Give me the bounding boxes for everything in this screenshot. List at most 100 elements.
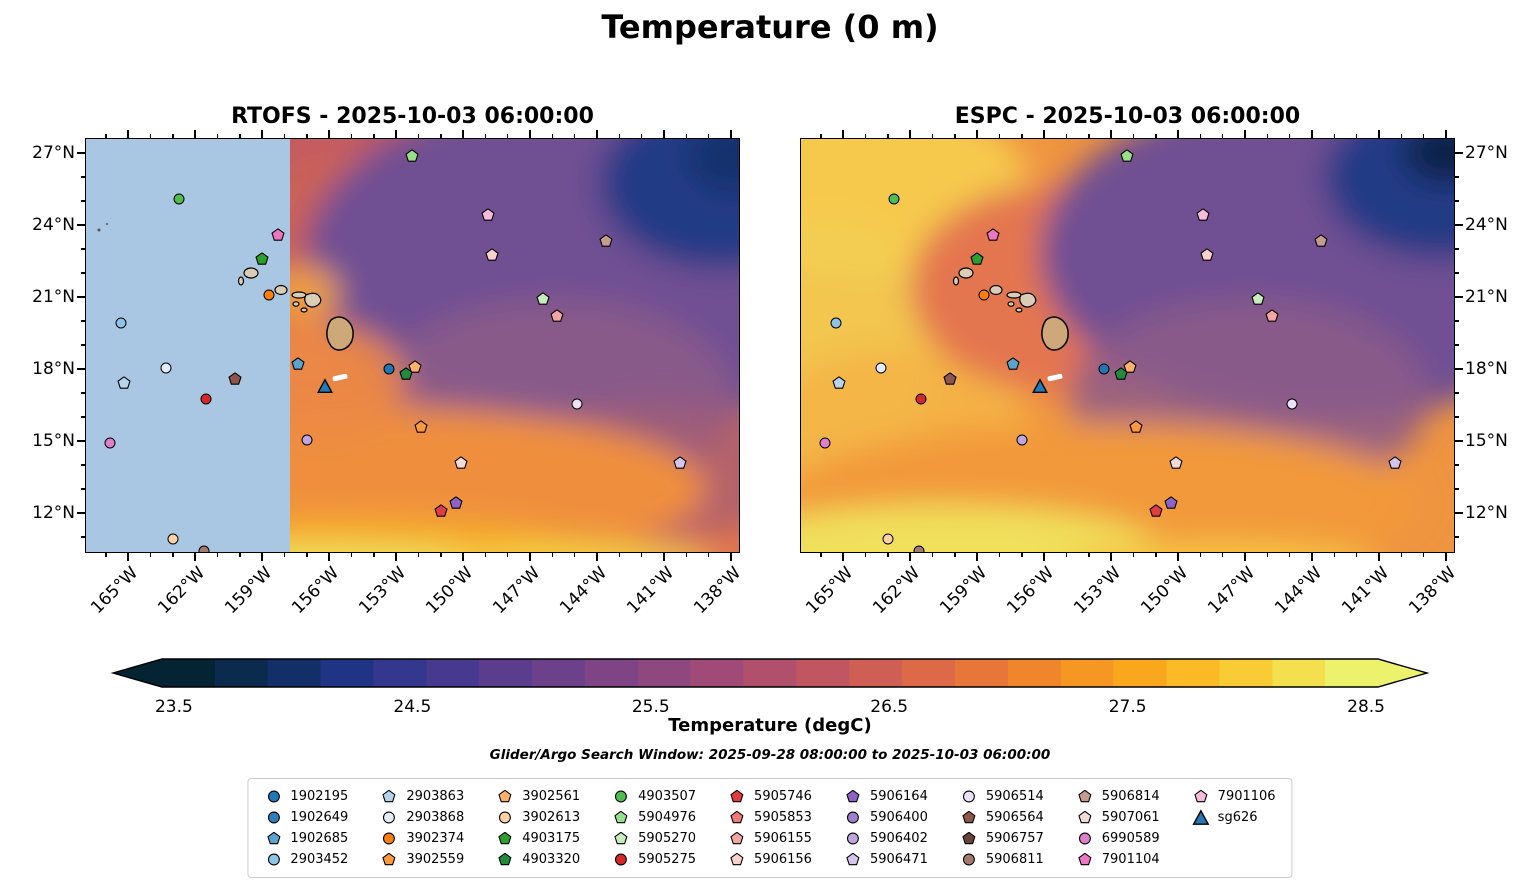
legend-item-4903175: 4903175 (496, 831, 580, 846)
axis-tick (1400, 553, 1403, 557)
circle-marker-icon (1076, 832, 1094, 845)
float-marker-5906402 (301, 434, 313, 446)
axis-tick (1455, 224, 1463, 226)
axis-tick (1221, 553, 1224, 557)
legend-item-label: 1902685 (290, 831, 349, 846)
axis-tick (216, 553, 219, 557)
axis-tick (640, 553, 643, 557)
legend-item-5906155: 5906155 (728, 831, 812, 846)
axis-tick (1177, 130, 1179, 138)
axis-tick (1088, 553, 1090, 557)
legend-item-label: 3902374 (406, 831, 465, 846)
legend-item-3902374: 3902374 (380, 831, 464, 846)
legend-item-6990589: 6990589 (1076, 831, 1160, 846)
float-marker-5905275 (915, 393, 927, 405)
pentagon-marker-icon (496, 790, 514, 803)
float-marker-3902374 (978, 289, 990, 301)
lat-tick-label: 24°N (1465, 215, 1508, 236)
legend-item-5906164: 5906164 (844, 789, 928, 804)
axis-tick (462, 553, 464, 561)
axis-tick (1043, 130, 1045, 138)
legend-item-7901104: 7901104 (1076, 852, 1160, 867)
legend-item-3902561: 3902561 (496, 789, 580, 804)
axis-tick (194, 553, 196, 561)
axis-tick (1110, 130, 1112, 138)
circle-marker-icon (264, 790, 282, 803)
axis-tick (1311, 553, 1313, 561)
legend-item-5906814: 5906814 (1076, 789, 1160, 804)
float-marker-sg626 (316, 378, 333, 394)
axis-tick (1455, 152, 1463, 154)
axis-tick (261, 130, 263, 138)
circle-marker-icon (844, 832, 862, 845)
lon-tick-label: 156°W (1003, 563, 1059, 618)
circle-marker-icon (380, 811, 398, 824)
legend-item-label: 4903175 (522, 831, 581, 846)
lon-tick-label: 156°W (288, 563, 344, 618)
axis-tick (1244, 130, 1246, 138)
legend-item-2903863: 2903863 (380, 789, 464, 804)
legend-item-5906471: 5906471 (844, 852, 928, 867)
colorbar-tick-label: 24.5 (393, 697, 432, 717)
axis-tick (998, 553, 1001, 557)
float-marker-5906155 (1265, 309, 1279, 323)
float-marker-3902374 (263, 289, 275, 301)
float-marker-4903320 (1114, 366, 1128, 380)
float-marker-5906811 (198, 545, 210, 553)
float-marker-5906156 (1200, 248, 1214, 262)
axis-tick (820, 553, 822, 557)
espc-marker-layer (800, 138, 1455, 553)
float-marker-5906514 (1286, 398, 1298, 410)
float-marker-5905270 (1251, 292, 1266, 306)
axis-tick (350, 553, 353, 557)
pentagon-marker-icon (728, 811, 746, 824)
axis-tick (1455, 416, 1459, 418)
legend-item-sg626: sg626 (1192, 809, 1276, 826)
float-marker-4903175 (255, 251, 269, 265)
axis-tick (596, 553, 598, 561)
legend-item-label: 5906811 (985, 852, 1044, 867)
float-marker-5906814 (1314, 233, 1328, 247)
circle-marker-icon (960, 790, 978, 803)
circle-marker-icon (264, 853, 282, 866)
axis-tick (909, 130, 911, 138)
axis-tick (440, 553, 442, 557)
axis-tick (1455, 272, 1459, 274)
axis-tick (618, 553, 621, 557)
axis-tick (1378, 130, 1380, 138)
axis-tick (328, 130, 330, 138)
legend-item-label: 4903507 (638, 789, 697, 804)
rtofs-temperature-field (85, 138, 740, 553)
axis-tick (685, 553, 688, 557)
float-marker-6990589 (819, 437, 831, 449)
lon-tick-label: 159°W (221, 563, 277, 618)
float-marker-3902559 (1129, 419, 1143, 433)
float-marker-2903863 (832, 376, 846, 390)
pentagon-marker-icon (1076, 811, 1094, 824)
float-marker-5907061 (1169, 455, 1183, 469)
rtofs-panel: RTOFS - 2025-10-03 06:00:00 (32, 104, 745, 618)
colorbar-tick-label: 26.5 (870, 697, 909, 717)
axis-tick (105, 553, 107, 557)
axis-tick (1455, 440, 1463, 442)
legend-item-label: 2903868 (406, 810, 465, 825)
float-marker-5906811 (913, 545, 925, 553)
axis-tick (909, 553, 911, 561)
axis-tick (842, 130, 844, 138)
float-marker-3902613 (882, 533, 894, 545)
rtofs-panel-title: RTOFS - 2025-10-03 06:00:00 (231, 104, 594, 129)
float-marker-sg626 (1031, 378, 1048, 394)
lon-tick-label: 141°W (623, 563, 679, 618)
legend-item-label: 5906400 (869, 810, 928, 825)
pentagon-marker-icon (612, 811, 630, 824)
circle-marker-icon (844, 811, 862, 824)
legend-item-label: 6990589 (1101, 831, 1160, 846)
legend-item-label: 2903863 (406, 789, 465, 804)
lat-tick-label: 18°N (1465, 359, 1508, 379)
float-marker-7901104 (271, 227, 285, 241)
float-marker-5905270 (536, 292, 551, 306)
legend-item-5906757: 5906757 (960, 831, 1044, 846)
float-marker-6990589 (104, 437, 116, 449)
axis-tick (1455, 344, 1459, 346)
axis-tick (373, 553, 375, 557)
